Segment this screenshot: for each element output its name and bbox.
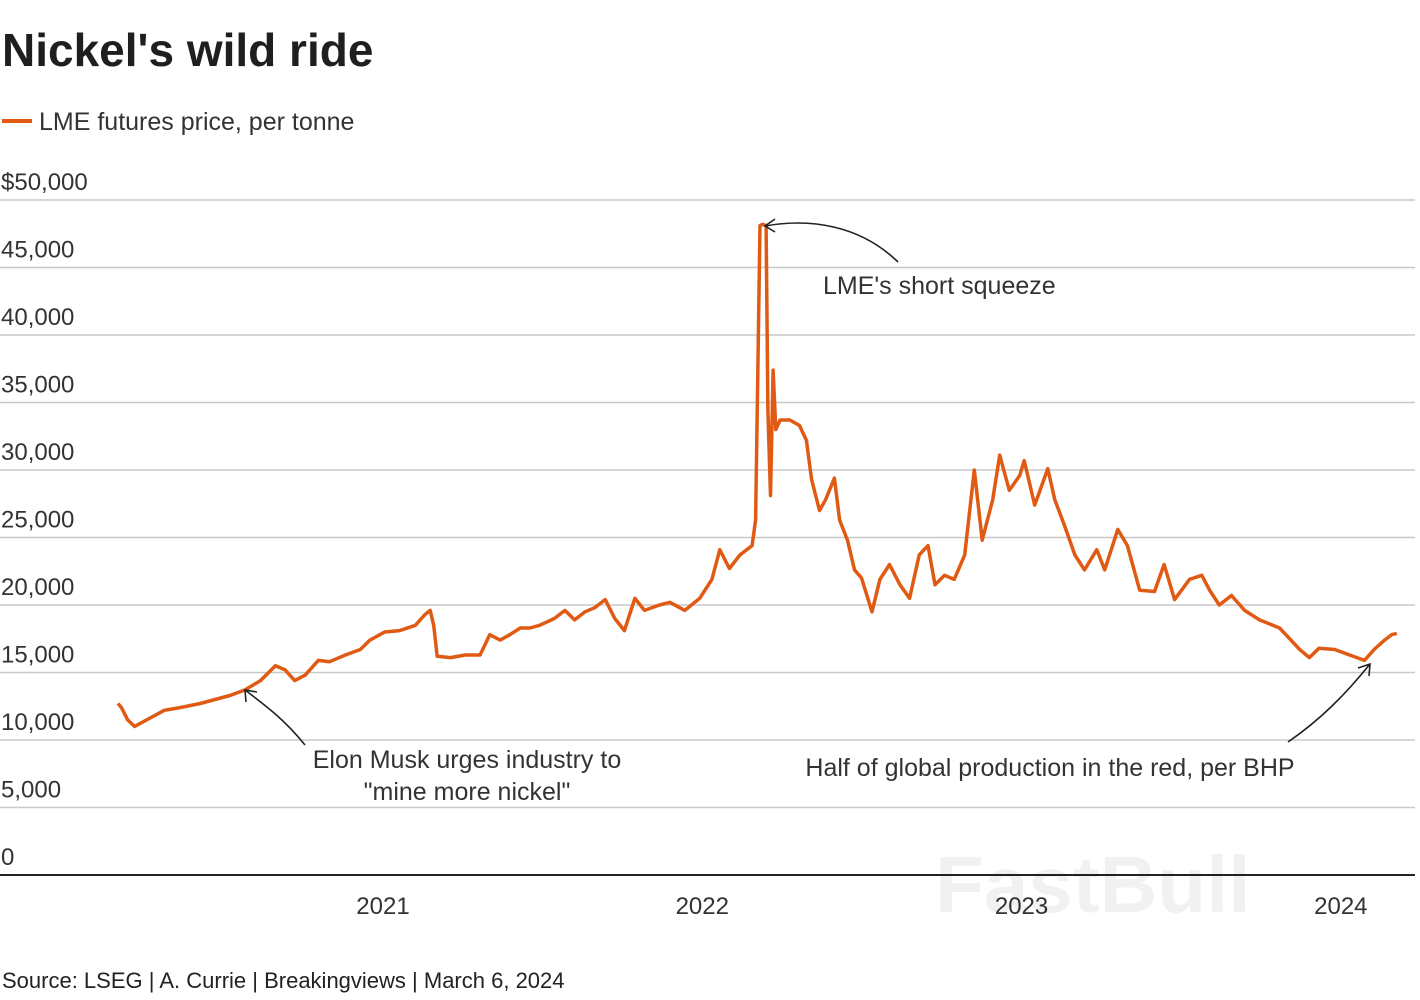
legend-label: LME futures price, per tonne bbox=[39, 108, 354, 136]
y-tick-label: 45,000 bbox=[1, 237, 74, 264]
x-tick-label: 2024 bbox=[1314, 893, 1367, 920]
chart-title: Nickel's wild ride bbox=[2, 24, 373, 76]
annotation-label: Half of global production in the red, pe… bbox=[805, 754, 1294, 782]
y-tick-label: 35,000 bbox=[1, 372, 74, 399]
arrowhead-icon bbox=[763, 218, 776, 233]
arrowhead-icon bbox=[1357, 662, 1371, 677]
source-note: Source: LSEG | A. Currie | Breakingviews… bbox=[2, 968, 565, 993]
y-tick-label: 0 bbox=[1, 844, 14, 871]
watermark: FastBull bbox=[935, 840, 1251, 929]
annotation-arrow bbox=[244, 689, 306, 746]
x-tick-label: 2022 bbox=[676, 893, 729, 920]
y-tick-label: 40,000 bbox=[1, 304, 74, 331]
arrowhead-icon bbox=[244, 689, 258, 703]
series-line-lme-nickel bbox=[116, 222, 1398, 729]
annotation-label-line-1: Elon Musk urges industry to bbox=[313, 746, 621, 774]
y-tick-label: 5,000 bbox=[1, 777, 61, 804]
x-axis-labels: 2021 2022 2023 2024 bbox=[356, 893, 1367, 920]
x-tick-label: 2021 bbox=[356, 893, 409, 920]
gridlines bbox=[0, 199, 1415, 876]
y-tick-label: 15,000 bbox=[1, 642, 74, 669]
annotation-bhp: Half of global production in the red, pe… bbox=[805, 662, 1371, 782]
y-axis-labels: $50,000 45,000 40,000 35,000 30,000 25,000 20,… bbox=[1, 169, 88, 871]
annotation-arrow bbox=[764, 222, 899, 263]
annotation-arrow bbox=[1287, 663, 1371, 743]
y-tick-label: 25,000 bbox=[1, 507, 74, 534]
y-tick-label: $50,000 bbox=[1, 169, 88, 196]
annotation-short-squeeze: LME's short squeeze bbox=[763, 218, 1056, 300]
annotation-label-line-2: "mine more nickel" bbox=[364, 778, 571, 806]
annotation-elon-musk: Elon Musk urges industry to "mine more n… bbox=[244, 689, 621, 806]
annotation-label: LME's short squeeze bbox=[823, 272, 1056, 300]
x-tick-label: 2023 bbox=[995, 893, 1048, 920]
y-tick-label: 10,000 bbox=[1, 709, 74, 736]
y-tick-label: 30,000 bbox=[1, 439, 74, 466]
y-tick-label: 20,000 bbox=[1, 574, 74, 601]
legend: LME futures price, per tonne bbox=[2, 108, 354, 136]
